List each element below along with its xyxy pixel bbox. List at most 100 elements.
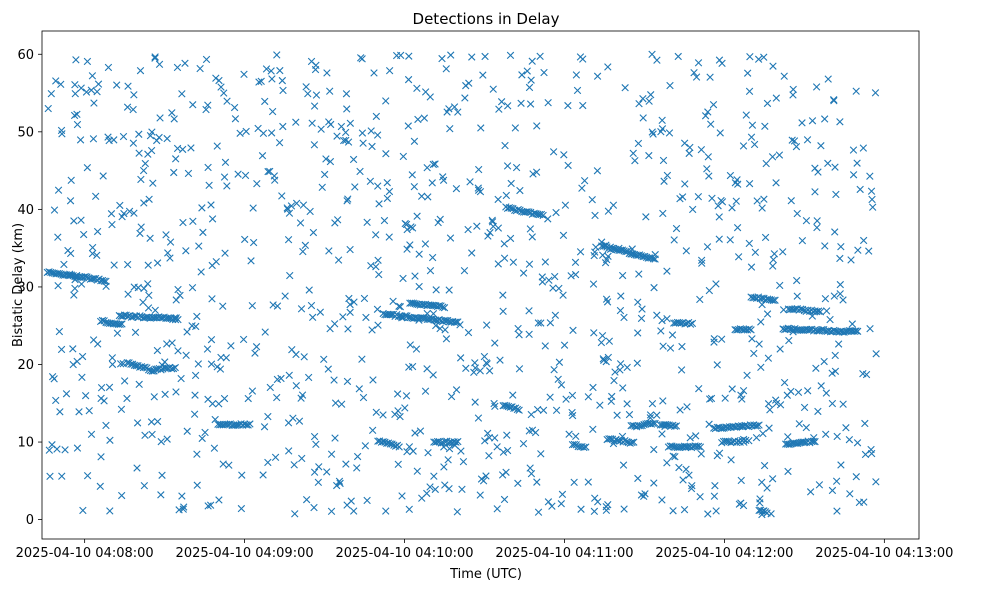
detection-point <box>281 292 289 300</box>
detection-point <box>141 431 149 440</box>
detection-point <box>298 454 306 463</box>
detection-point <box>285 371 293 379</box>
detection-point <box>151 53 159 61</box>
detection-point <box>578 184 586 192</box>
detection-point <box>148 430 156 439</box>
detection-point <box>852 327 860 335</box>
detection-point <box>124 290 132 298</box>
detection-point <box>100 277 108 285</box>
detection-point <box>671 453 679 461</box>
detection-point <box>704 510 712 518</box>
detection-point <box>320 355 328 364</box>
detection-point <box>428 179 436 187</box>
detection-point <box>537 450 545 458</box>
detection-point <box>314 478 323 487</box>
detection-point <box>707 394 716 403</box>
data-points <box>43 50 880 519</box>
detection-point <box>665 129 674 137</box>
detection-point <box>249 238 258 247</box>
detection-point <box>685 149 693 158</box>
detection-point <box>458 485 466 493</box>
detection-point <box>860 498 868 506</box>
detection-point <box>327 507 336 516</box>
detection-point <box>239 335 248 344</box>
detection-point <box>468 249 476 257</box>
detection-point <box>312 440 320 448</box>
detection-point <box>637 491 646 499</box>
detection-point <box>297 305 306 313</box>
detection-point <box>79 230 88 239</box>
detection-point <box>404 122 412 130</box>
detection-point <box>363 218 371 227</box>
detection-point <box>867 187 876 195</box>
detection-point <box>322 155 330 163</box>
detection-point <box>752 434 761 442</box>
detection-point <box>452 438 460 446</box>
detection-point <box>139 166 148 175</box>
detection-point <box>195 242 203 250</box>
detection-point <box>826 315 834 324</box>
detection-point <box>853 439 862 447</box>
detection-point <box>715 235 723 243</box>
detection-point <box>356 167 364 176</box>
detection-point <box>753 422 762 430</box>
detection-point <box>144 150 152 158</box>
detection-point <box>544 215 552 223</box>
detection-point <box>647 91 655 99</box>
detection-point <box>452 386 461 394</box>
detection-point <box>633 359 642 367</box>
detection-point <box>497 98 506 106</box>
detection-point <box>846 490 854 498</box>
detection-point <box>421 240 430 248</box>
detection-point <box>370 69 378 77</box>
detection-point <box>621 84 629 92</box>
detection-point <box>686 320 695 328</box>
y-tick-label: 30 <box>17 280 34 295</box>
detection-point <box>242 127 250 136</box>
detection-point <box>743 69 752 77</box>
detection-point <box>820 357 828 366</box>
detection-point <box>410 137 419 145</box>
detection-point <box>872 478 880 486</box>
detection-point <box>183 328 191 336</box>
detection-point <box>683 403 691 411</box>
detection-point <box>73 110 81 118</box>
detection-point <box>622 247 630 256</box>
detection-point <box>312 91 321 99</box>
detection-point <box>580 443 588 452</box>
detection-point <box>682 465 690 473</box>
detection-point <box>653 56 661 64</box>
detection-point <box>99 172 107 180</box>
detection-point <box>570 440 579 449</box>
detection-point <box>631 156 639 165</box>
detection-point <box>292 381 300 390</box>
detection-point <box>327 450 336 458</box>
detection-point <box>246 420 254 428</box>
detection-point <box>219 460 227 468</box>
detection-point <box>642 213 650 221</box>
detection-point <box>828 369 836 377</box>
detection-point <box>54 186 63 194</box>
detection-point <box>738 395 746 403</box>
detection-point <box>842 424 850 432</box>
detection-point <box>839 400 847 408</box>
detection-point <box>564 101 572 110</box>
detection-point <box>763 99 772 108</box>
detection-point <box>331 399 340 407</box>
detection-point <box>168 339 176 347</box>
detection-point <box>70 111 79 120</box>
detection-point <box>382 150 390 158</box>
detection-point <box>833 432 841 441</box>
detection-point <box>541 258 550 266</box>
detection-point <box>118 320 126 328</box>
detection-point <box>694 442 703 451</box>
detection-point <box>60 260 68 269</box>
detection-point <box>204 101 212 109</box>
detection-point <box>605 337 614 345</box>
detection-point <box>717 335 726 343</box>
detection-point <box>180 503 188 511</box>
detection-point <box>295 417 304 425</box>
detection-point <box>568 408 576 417</box>
detection-point <box>439 173 447 181</box>
detection-point <box>408 171 416 179</box>
